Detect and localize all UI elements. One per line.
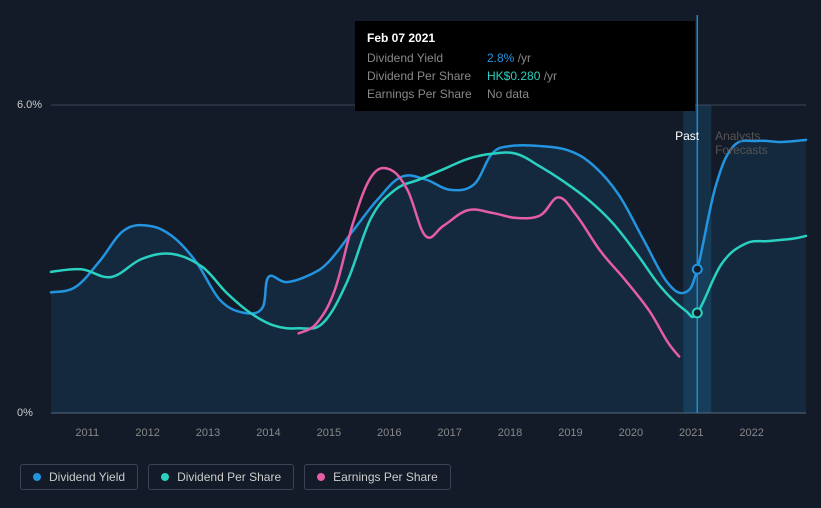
legend: Dividend Yield Dividend Per Share Earnings… xyxy=(20,464,451,490)
x-axis-label: 2018 xyxy=(498,427,522,439)
legend-dot-icon xyxy=(317,473,325,481)
x-axis-label: 2016 xyxy=(377,427,401,439)
legend-item[interactable]: Earnings Per Share xyxy=(304,464,451,490)
x-axis-label: 2017 xyxy=(437,427,461,439)
legend-label: Dividend Yield xyxy=(49,470,125,484)
legend-dot-icon xyxy=(161,473,169,481)
tooltip-value: 2.8% /yr xyxy=(487,49,531,67)
x-axis-label: 2019 xyxy=(558,427,582,439)
legend-item[interactable]: Dividend Yield xyxy=(20,464,138,490)
tooltip-value: No data xyxy=(487,85,529,103)
legend-label: Earnings Per Share xyxy=(333,470,438,484)
legend-label: Dividend Per Share xyxy=(177,470,281,484)
tooltip-label: Dividend Per Share xyxy=(367,67,487,85)
tooltip-label: Earnings Per Share xyxy=(367,85,487,103)
legend-item[interactable]: Dividend Per Share xyxy=(148,464,294,490)
tooltip-row: Dividend Yield2.8% /yr xyxy=(367,49,683,67)
x-axis-label: 2011 xyxy=(75,427,99,439)
chart-svg xyxy=(17,105,806,445)
y-axis-label: 6.0% xyxy=(17,99,42,111)
chart-tooltip: Feb 07 2021 Dividend Yield2.8% /yrDividen… xyxy=(355,21,695,111)
x-axis-label: 2020 xyxy=(619,427,643,439)
chart-area[interactable]: 6.0%0%2011201220132014201520162017201820… xyxy=(17,105,806,445)
legend-dot-icon xyxy=(33,473,41,481)
tooltip-row: Earnings Per ShareNo data xyxy=(367,85,683,103)
x-axis-label: 2021 xyxy=(679,427,703,439)
y-axis-label: 0% xyxy=(17,407,33,419)
x-axis-label: 2014 xyxy=(256,427,280,439)
x-axis-label: 2012 xyxy=(135,427,159,439)
tooltip-value: HK$0.280 /yr xyxy=(487,67,557,85)
past-label: Past xyxy=(675,129,699,143)
tooltip-date: Feb 07 2021 xyxy=(367,29,683,47)
forecast-label: Analysts Forecasts xyxy=(715,129,806,157)
x-axis-label: 2022 xyxy=(739,427,763,439)
tooltip-label: Dividend Yield xyxy=(367,49,487,67)
tooltip-row: Dividend Per ShareHK$0.280 /yr xyxy=(367,67,683,85)
x-axis-label: 2015 xyxy=(317,427,341,439)
x-axis-label: 2013 xyxy=(196,427,220,439)
